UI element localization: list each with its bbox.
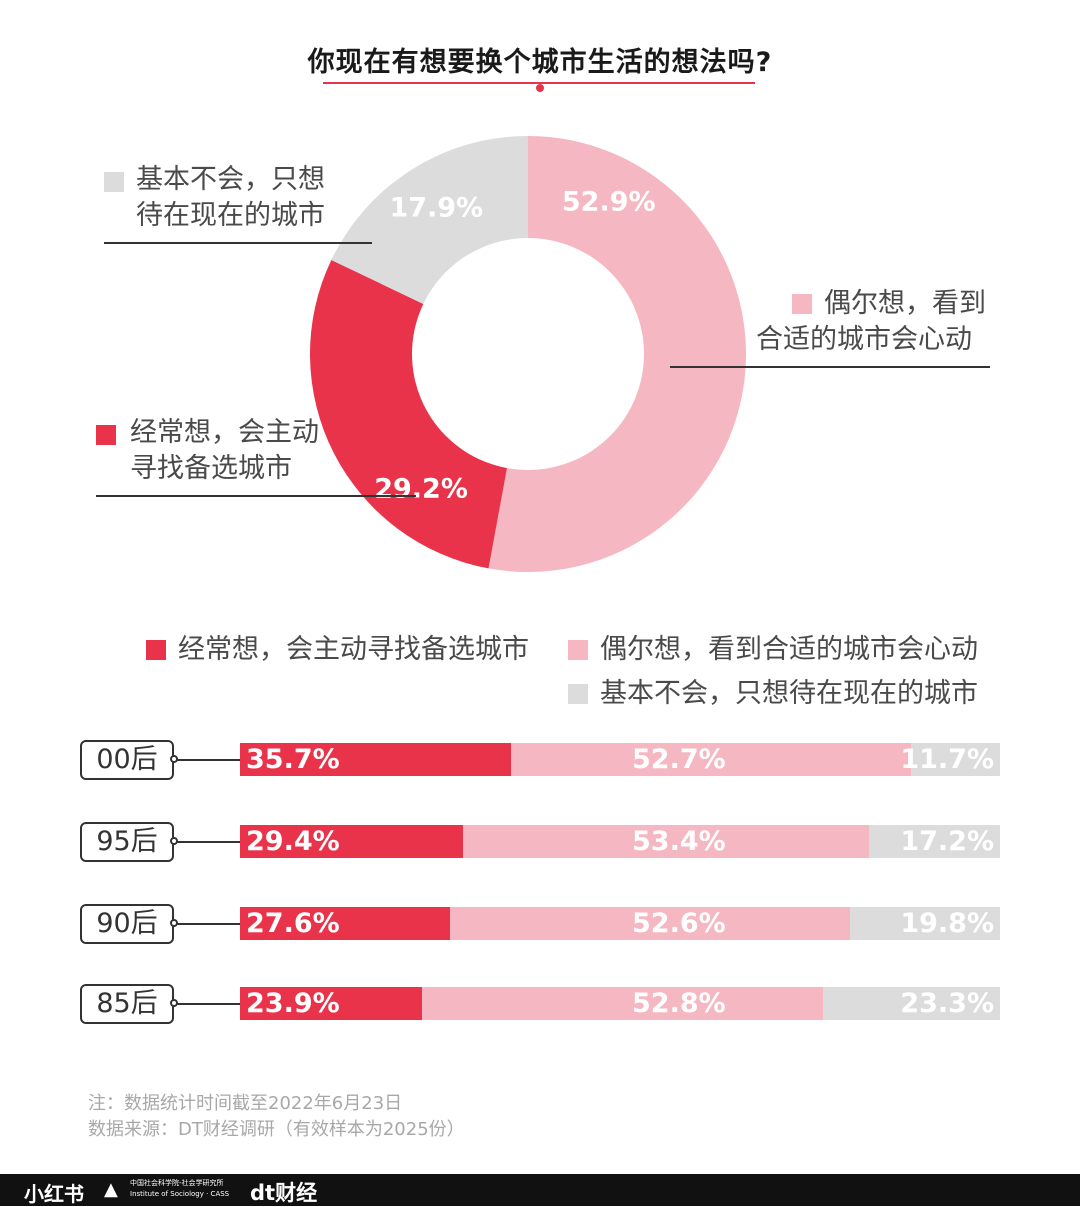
legend-swatch xyxy=(96,425,116,445)
stacked-bar: 27.6% 52.6% 19.8% xyxy=(240,907,1000,940)
title-dot xyxy=(536,84,544,92)
bar-row: 95后 29.4% 53.4% 17.2% xyxy=(80,822,1000,866)
stacked-bar: 35.7% 52.7% 11.7% xyxy=(240,743,1000,776)
callout-occasional: 偶尔想，看到 合适的城市会心动 xyxy=(670,286,990,368)
bar-row: 00后 35.7% 52.7% 11.7% xyxy=(80,740,1000,784)
category-tag: 85后 xyxy=(80,984,174,1024)
bar-segment xyxy=(822,987,1000,1020)
legend-swatch xyxy=(146,640,166,660)
bar-label: 29.4% xyxy=(246,826,340,857)
callout-line: 基本不会，只想 xyxy=(136,164,325,195)
cass-logo-english: Institute of Sociology · CASS xyxy=(130,1190,230,1198)
legend-swatch xyxy=(568,640,588,660)
chart-title: 你现在有想要换个城市生活的想法吗? xyxy=(307,47,773,78)
bar-segment xyxy=(449,907,850,940)
stacked-bar: 29.4% 53.4% 17.2% xyxy=(240,825,1000,858)
bar-segment xyxy=(849,907,1000,940)
bar-segment xyxy=(240,907,450,940)
bar-label: 52.6% xyxy=(632,908,726,939)
title-underline xyxy=(323,82,755,84)
bar-label: 17.2% xyxy=(900,826,994,857)
callout-rarely: 基本不会，只想 待在现在的城市 xyxy=(104,162,404,244)
dt-caijing-logo: dt财经 xyxy=(250,1181,318,1205)
bar-segment xyxy=(911,743,1000,776)
category-tag: 90后 xyxy=(80,904,174,944)
cass-logo-mark: ▲ xyxy=(104,1179,118,1200)
connector-line xyxy=(174,1003,240,1005)
connector-dot xyxy=(170,999,178,1007)
xiaohongshu-logo: 小红书 xyxy=(24,1182,84,1206)
callout-line: 寻找备选城市 xyxy=(130,453,292,484)
callout-rule xyxy=(104,242,372,244)
footer-bar: 小红书 ▲ 中国社会科学院-社会学研究所 Institute of Sociol… xyxy=(0,1174,1080,1206)
bar-segment xyxy=(869,825,1000,858)
donut-label-occasional: 52.9% xyxy=(561,186,656,218)
bar-row: 85后 23.9% 52.8% 23.3% xyxy=(80,984,1000,1028)
callout-rule xyxy=(670,366,990,368)
connector-line xyxy=(174,923,240,925)
callout-line: 偶尔想，看到 xyxy=(824,288,986,319)
callout-line: 经常想，会主动 xyxy=(130,417,319,448)
bar-label: 52.7% xyxy=(632,744,726,775)
bar-segment xyxy=(240,743,512,776)
bar-row: 90后 27.6% 52.6% 19.8% xyxy=(80,904,1000,948)
category-tag: 00后 xyxy=(80,740,174,780)
bar-label: 23.9% xyxy=(246,988,340,1019)
bar-label: 19.8% xyxy=(900,908,994,939)
donut-hole xyxy=(412,238,644,470)
donut-label-rarely: 17.9% xyxy=(389,192,484,224)
callout-line: 合适的城市会心动 xyxy=(756,324,972,355)
note-source: 数据来源：DT财经调研（有效样本为2025份） xyxy=(88,1119,465,1140)
note-date: 注：数据统计时间截至2022年6月23日 xyxy=(88,1093,403,1114)
bar-segment xyxy=(463,825,870,858)
bar-segment xyxy=(421,987,823,1020)
donut-label-often: 29.2% xyxy=(374,473,468,505)
legend-swatch xyxy=(568,684,588,704)
bar-label: 35.7% xyxy=(246,744,340,775)
cass-logo-name: 中国社会科学院-社会学研究所 xyxy=(130,1179,224,1187)
legend-swatch xyxy=(104,172,124,192)
legend-label: 经常想，会主动寻找备选城市 xyxy=(178,634,529,665)
connector-dot xyxy=(170,837,178,845)
connector-line xyxy=(174,759,240,761)
callout-rule xyxy=(96,495,416,497)
bar-label: 52.8% xyxy=(632,988,726,1019)
connector-line xyxy=(174,841,240,843)
bar-label: 27.6% xyxy=(246,908,340,939)
legend-label: 基本不会，只想待在现在的城市 xyxy=(600,678,978,709)
bar-segment xyxy=(511,743,912,776)
legend-label: 偶尔想，看到合适的城市会心动 xyxy=(600,634,978,665)
bar-segment xyxy=(240,987,422,1020)
callout-line: 待在现在的城市 xyxy=(136,200,325,231)
category-tag: 95后 xyxy=(80,822,174,862)
legend-swatch xyxy=(792,294,812,314)
bar-label: 11.7% xyxy=(900,744,994,775)
donut-chart xyxy=(309,136,747,573)
stacked-bar: 23.9% 52.8% 23.3% xyxy=(240,987,1000,1020)
bar-segment xyxy=(240,825,464,858)
bar-label: 53.4% xyxy=(632,826,726,857)
callout-often: 经常想，会主动 寻找备选城市 xyxy=(96,415,416,497)
connector-dot xyxy=(170,919,178,927)
bar-label: 23.3% xyxy=(900,988,994,1019)
connector-dot xyxy=(170,755,178,763)
